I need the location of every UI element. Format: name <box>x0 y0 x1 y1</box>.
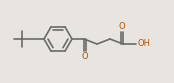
Text: OH: OH <box>137 40 150 48</box>
Text: O: O <box>82 52 88 61</box>
Text: O: O <box>119 22 125 31</box>
